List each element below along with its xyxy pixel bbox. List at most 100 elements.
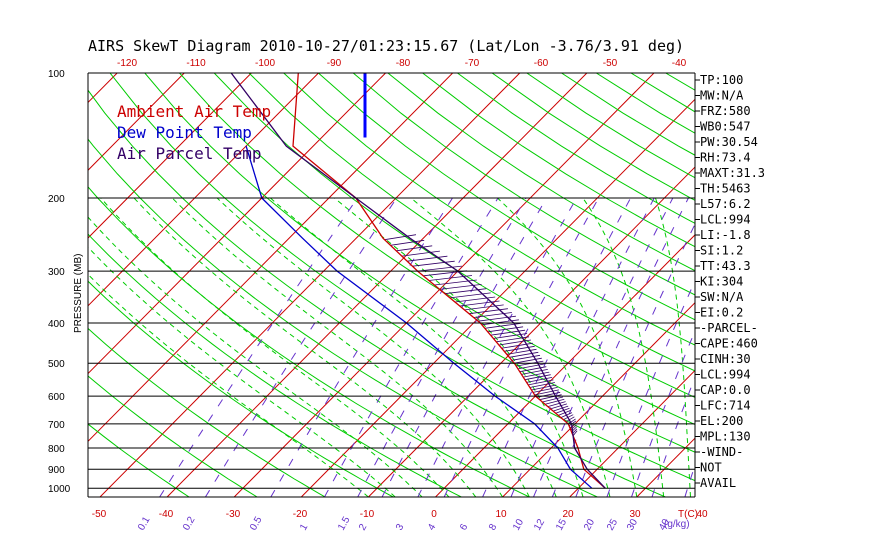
- mixing-ratio-line: [204, 197, 398, 497]
- isotherm-line: [569, 369, 695, 497]
- index-value: LCL:994: [700, 213, 751, 227]
- index-value: FRZ:580: [700, 104, 751, 118]
- mixing-ratio-line: [510, 197, 655, 497]
- bottom-temp-tick-label: 30: [629, 509, 641, 520]
- index-value: LCL:994: [700, 368, 751, 382]
- mixing-ratio-label: 25: [605, 517, 620, 533]
- dry-adiabat-line: [179, 73, 695, 426]
- cape-hatch-line: [547, 401, 566, 407]
- moist-adiabat-line: [410, 197, 611, 497]
- moist-adiabat-line: [100, 197, 450, 497]
- dry-adiabat-line: [352, 73, 695, 296]
- cape-hatch-line: [423, 270, 468, 277]
- mixing-ratio-label: 12: [532, 517, 547, 533]
- mixing-ratio-line: [551, 197, 689, 497]
- index-value: TT:43.3: [700, 259, 751, 273]
- index-value: CINH:30: [700, 352, 751, 366]
- cape-hatching: [384, 234, 578, 437]
- mixing-ratio-label: 1.5: [336, 515, 353, 533]
- isotherm-line: [88, 73, 386, 375]
- isotherm-line: [88, 73, 319, 307]
- moist-adiabat-line: [133, 197, 477, 497]
- cape-hatch-line: [529, 382, 555, 388]
- dry-adiabat-line: [88, 327, 326, 497]
- moist-adiabat-line: [88, 246, 396, 497]
- cape-hatch-line: [544, 398, 565, 405]
- pressure-tick-label: 400: [48, 319, 65, 330]
- cape-hatch-line: [481, 319, 519, 326]
- air-parcel-temp-line: [230, 73, 606, 489]
- bottom-temp-tick-label: -30: [226, 509, 241, 520]
- cape-hatch-line: [407, 255, 448, 262]
- isotherm-line: [88, 73, 185, 171]
- cape-hatch-line: [534, 389, 559, 396]
- moist-adiabat-line: [88, 273, 369, 497]
- mixing-ratio-label: 1: [298, 522, 311, 533]
- mixing-ratio-label: 30: [625, 517, 640, 533]
- dry-adiabat-line: [88, 186, 530, 497]
- top-temp-tick-label: -40: [672, 58, 687, 69]
- cape-hatch-line: [444, 288, 487, 295]
- moist-adiabat-line: [655, 197, 691, 497]
- top-temp-tick-label: -70: [465, 58, 480, 69]
- dry-adiabat-line: [283, 73, 695, 346]
- cape-hatch-line: [498, 339, 531, 346]
- index-value: CAPE:460: [700, 337, 758, 351]
- mixing-ratio-label: 0.2: [181, 515, 198, 533]
- index-value: L57:6.2: [700, 197, 751, 211]
- mixing-ratio-label: 4: [426, 522, 439, 533]
- cape-hatch-line: [504, 345, 535, 352]
- cape-hatch-line: [517, 363, 545, 370]
- index-value: EI:0.2: [700, 306, 743, 320]
- cape-hatch-line: [454, 296, 496, 303]
- cape-hatch-line: [449, 292, 491, 299]
- index-value: AVAIL: [700, 476, 736, 490]
- legend: Ambient Air Temp Dew Point Temp Air Parcel…: [117, 102, 271, 163]
- cape-hatch-line: [496, 336, 530, 343]
- cape-hatch-line: [514, 357, 542, 364]
- cape-hatch-line: [521, 369, 548, 375]
- dry-adiabat-line: [88, 138, 598, 497]
- dry-adiabat-line: [318, 73, 695, 321]
- top-temp-tick-label: -80: [396, 58, 411, 69]
- cape-hatch-line: [390, 239, 425, 246]
- isotherm-line: [771, 73, 870, 497]
- cape-hatch-line: [533, 387, 558, 393]
- cape-hatch-line: [542, 396, 564, 403]
- bottom-temp-tick-label: 0: [431, 509, 437, 520]
- bottom-temp-tick-label: 10: [495, 509, 507, 520]
- mixing-ratio-line: [270, 197, 453, 497]
- index-value: MPL:130: [700, 430, 751, 444]
- legend-entry: Air Parcel Temp: [117, 144, 262, 163]
- cape-hatch-line: [401, 250, 440, 257]
- isotherm-line: [233, 73, 655, 497]
- index-value: MW:N/A: [700, 89, 744, 103]
- isotherm-line: [502, 301, 695, 497]
- pressure-tick-label: 100: [48, 69, 65, 80]
- ambient-air-temp-line: [292, 73, 606, 489]
- moist-adiabat-line: [270, 197, 557, 497]
- dry-adiabat-line: [144, 73, 695, 453]
- dry-adiabat-line: [88, 375, 258, 497]
- cape-hatch-line: [439, 284, 482, 290]
- mixing-ratio-label: 0.1: [136, 515, 153, 533]
- isotherm-line: [300, 98, 695, 497]
- cape-hatch-line: [493, 333, 528, 339]
- mixing-ratio-line: [159, 197, 358, 497]
- cape-hatch-line: [434, 279, 477, 286]
- index-value: MAXT:31.3: [700, 166, 765, 180]
- cape-hatch-line: [528, 379, 554, 386]
- top-temp-tick-label: -120: [117, 58, 137, 69]
- y-axis-label: PRESSURE (MB): [73, 254, 84, 333]
- dry-adiabat-line: [422, 73, 695, 248]
- cape-hatch-line: [531, 384, 557, 391]
- pressure-tick-label: 300: [48, 267, 65, 278]
- bottom-temp-tick-label: -40: [159, 509, 174, 520]
- mixing-ratio-label: 20: [582, 517, 597, 533]
- bottom-temp-tick-label: 20: [562, 509, 574, 520]
- isotherm-line: [88, 73, 252, 239]
- index-value: -WIND-: [700, 445, 743, 459]
- index-value: EL:200: [700, 414, 743, 428]
